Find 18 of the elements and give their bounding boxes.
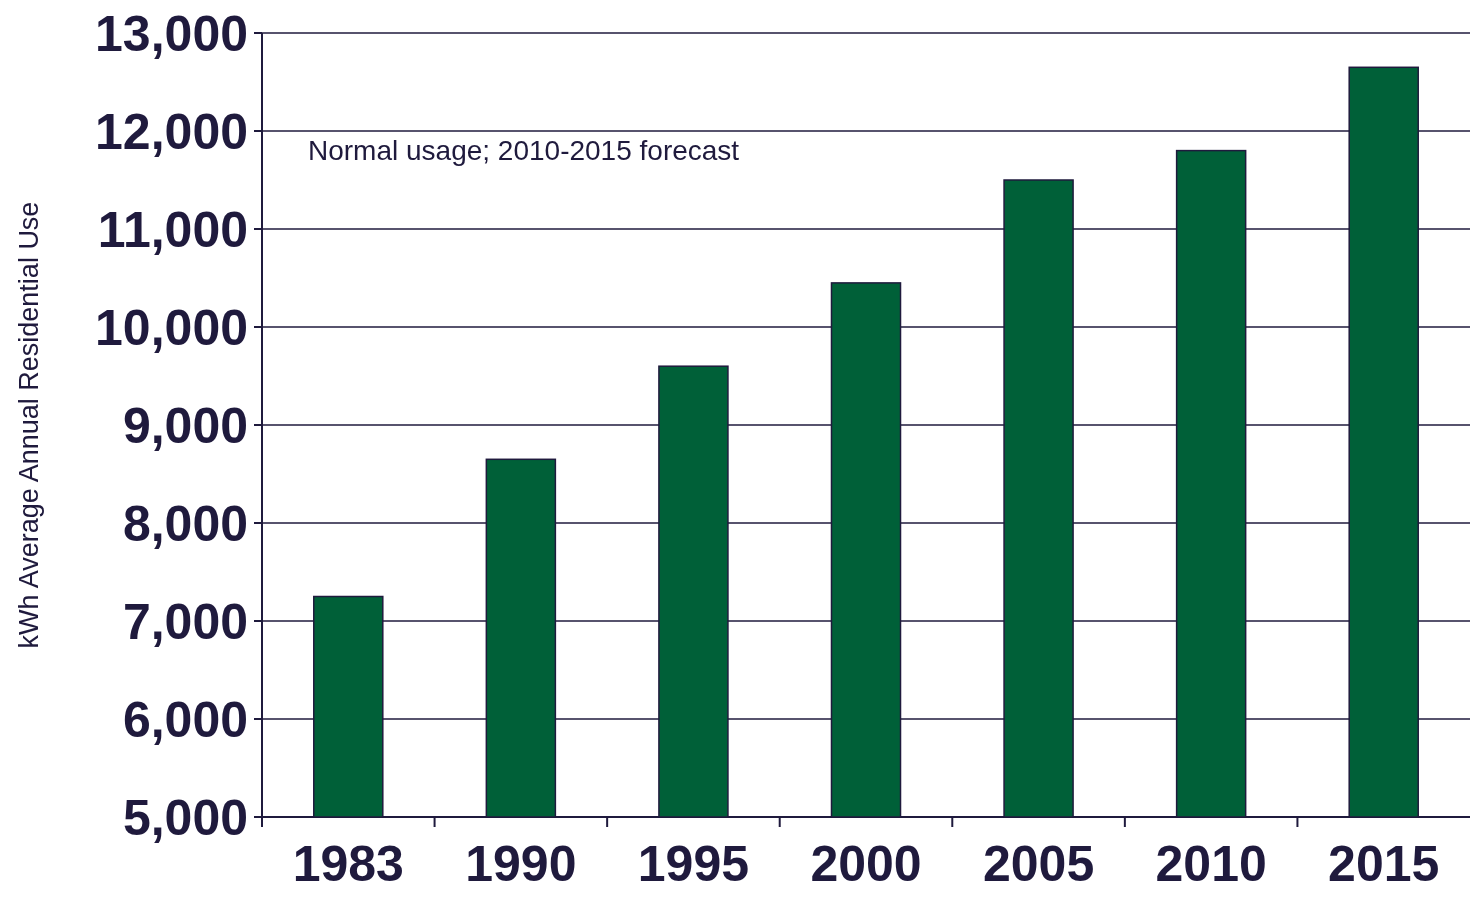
y-tick-label: 13,000 [95,5,248,62]
x-tick-label: 2005 [982,836,1095,892]
y-tick-label: 12,000 [95,103,248,160]
x-tick-label: 1995 [637,836,750,892]
x-tick-label: 2010 [1155,836,1267,892]
y-tick-label: 5,000 [122,789,248,846]
y-tick-label: 8,000 [122,495,248,552]
y-axis-title: kWh Average Annual Residential Use [14,201,44,649]
y-tick-label: 9,000 [122,397,248,454]
x-tick-label: 1990 [465,836,577,892]
y-tick-label: 6,000 [122,691,248,748]
y-tick-label: 11,000 [97,201,248,258]
x-tick-label: 2000 [810,836,922,892]
x-tick-label: 1983 [292,836,404,892]
y-tick-label: 10,000 [95,299,248,356]
x-tick-label: 2015 [1328,836,1440,892]
annotation: Normal usage; 2010-2015 forecast [308,135,740,166]
y-tick-label: 7,000 [122,593,248,650]
